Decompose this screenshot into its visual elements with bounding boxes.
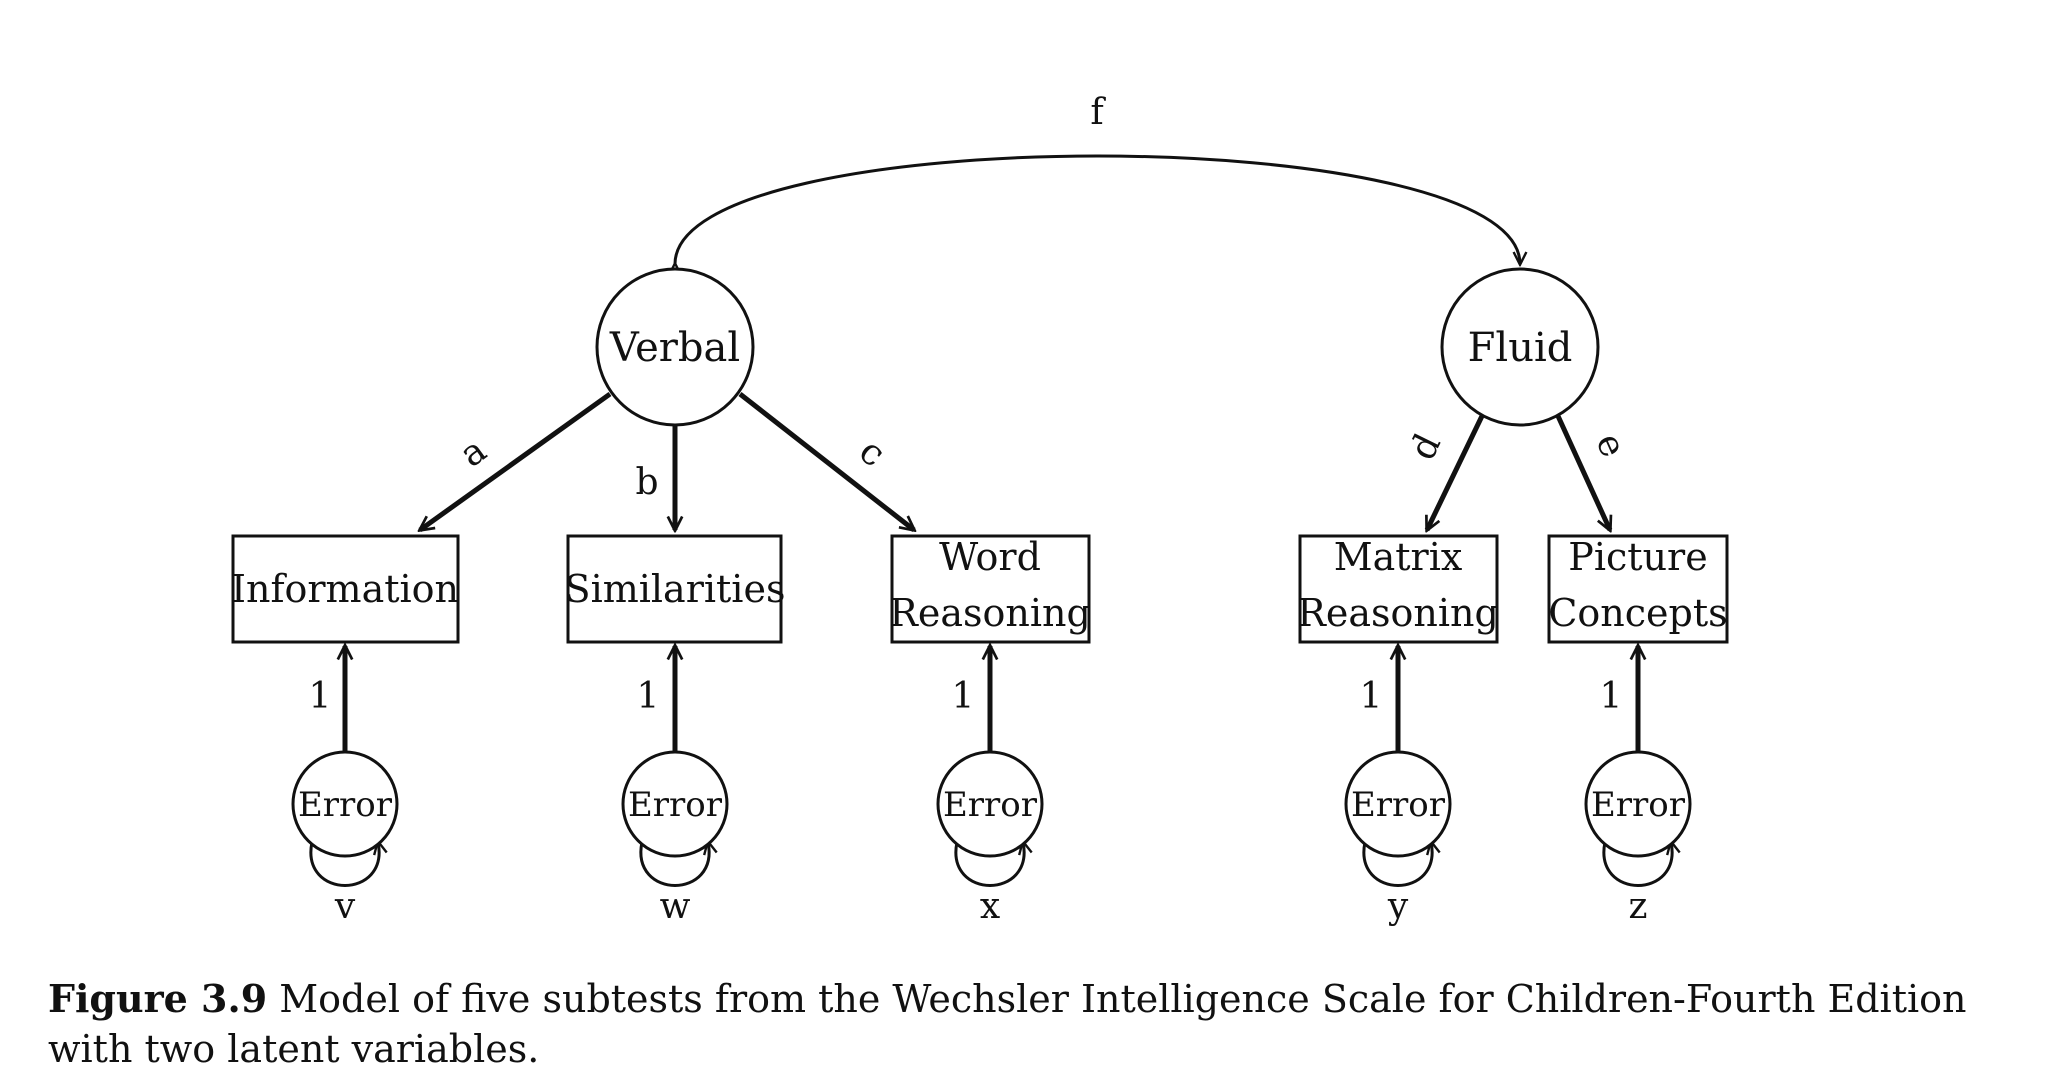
subtest-word-reasoning-label-line2: Reasoning <box>889 591 1091 635</box>
subtest-information-box <box>231 534 460 644</box>
error-circle-word-reasoning <box>936 750 1044 858</box>
factor-verbal: Verbal <box>595 267 755 427</box>
subtest-picture-concepts-label-line1: Picture <box>1568 535 1707 579</box>
error-path-label-information: 1 <box>309 676 332 717</box>
error-path-label-word-reasoning: 1 <box>952 676 975 717</box>
subtest-word-reasoning: Word Reasoning <box>889 534 1091 644</box>
error-path-label-picture-concepts: 1 <box>1600 676 1623 717</box>
variance-label-information: v <box>334 886 356 927</box>
variance-label-similarities: w <box>660 886 691 927</box>
error-node-picture-concepts: Error z <box>1584 750 1692 927</box>
loading-arrow-d <box>1424 414 1485 530</box>
error-circle-similarities <box>621 750 729 858</box>
variance-label-word-reasoning: x <box>980 886 1000 927</box>
subtest-matrix-reasoning: Matrix Reasoning <box>1297 534 1499 644</box>
subtest-similarities-label: Similarities <box>565 567 786 611</box>
error-node-matrix-reasoning: Error y <box>1344 750 1452 927</box>
variance-label-picture-concepts: z <box>1629 886 1648 927</box>
error-node-information: Error v <box>291 750 399 927</box>
error-circle-picture-concepts <box>1584 750 1692 858</box>
error-label-word-reasoning: Error <box>943 785 1038 825</box>
error-node-word-reasoning: Error x <box>936 750 1044 927</box>
figure-caption-text: Model of five subtests from the Wechsler… <box>48 977 1967 1071</box>
variance-loop-information <box>311 842 379 887</box>
loading-label-a: a <box>453 430 494 476</box>
error-label-similarities: Error <box>628 785 723 825</box>
figure-number: Figure 3.9 <box>48 976 268 1021</box>
loading-label-d: d <box>1402 428 1449 467</box>
error-circle-matrix-reasoning <box>1344 750 1452 858</box>
subtest-information: Information <box>231 534 460 644</box>
factor-fluid-circle <box>1440 267 1600 427</box>
loading-arrow-a <box>420 391 612 530</box>
factor-covariance-arc <box>675 154 1520 264</box>
loading-label-b: b <box>635 462 658 503</box>
variance-label-matrix-reasoning: y <box>1387 886 1409 927</box>
subtest-picture-concepts-label-line2: Concepts <box>1548 591 1727 635</box>
error-label-picture-concepts: Error <box>1591 785 1686 825</box>
factor-verbal-label: Verbal <box>609 325 740 371</box>
subtest-matrix-reasoning-label-line2: Reasoning <box>1297 591 1499 635</box>
covariance-label: f <box>1090 92 1106 133</box>
subtest-picture-concepts: Picture Concepts <box>1547 534 1729 644</box>
subtest-word-reasoning-label-line1: Word <box>939 535 1041 579</box>
subtest-matrix-reasoning-label-line1: Matrix <box>1334 535 1463 579</box>
error-node-similarities: Error w <box>621 750 729 927</box>
figure-caption: Figure 3.9 Model of five subtests from t… <box>48 974 2008 1074</box>
subtest-word-reasoning-box <box>890 534 1091 644</box>
subtest-picture-concepts-box <box>1547 534 1729 644</box>
error-path-label-matrix-reasoning: 1 <box>1360 676 1383 717</box>
subtest-similarities-box <box>566 534 783 644</box>
error-path-label-similarities: 1 <box>637 676 660 717</box>
subtest-similarities: Similarities <box>565 534 786 644</box>
variance-loop-word-reasoning <box>956 842 1024 887</box>
error-circle-information <box>291 750 399 858</box>
loading-arrow-c <box>738 392 914 530</box>
factor-fluid: Fluid <box>1440 267 1600 427</box>
variance-loop-picture-concepts <box>1604 842 1672 887</box>
subtest-information-label: Information <box>231 567 459 611</box>
error-label-information: Error <box>298 785 393 825</box>
loading-arrow-e <box>1555 414 1610 530</box>
subtest-matrix-reasoning-box <box>1298 534 1499 644</box>
variance-loop-similarities <box>641 842 709 887</box>
variance-loop-matrix-reasoning <box>1364 842 1432 887</box>
loading-label-c: c <box>852 431 893 476</box>
factor-fluid-label: Fluid <box>1468 325 1573 371</box>
error-label-matrix-reasoning: Error <box>1351 785 1446 825</box>
loading-label-e: e <box>1587 427 1633 463</box>
